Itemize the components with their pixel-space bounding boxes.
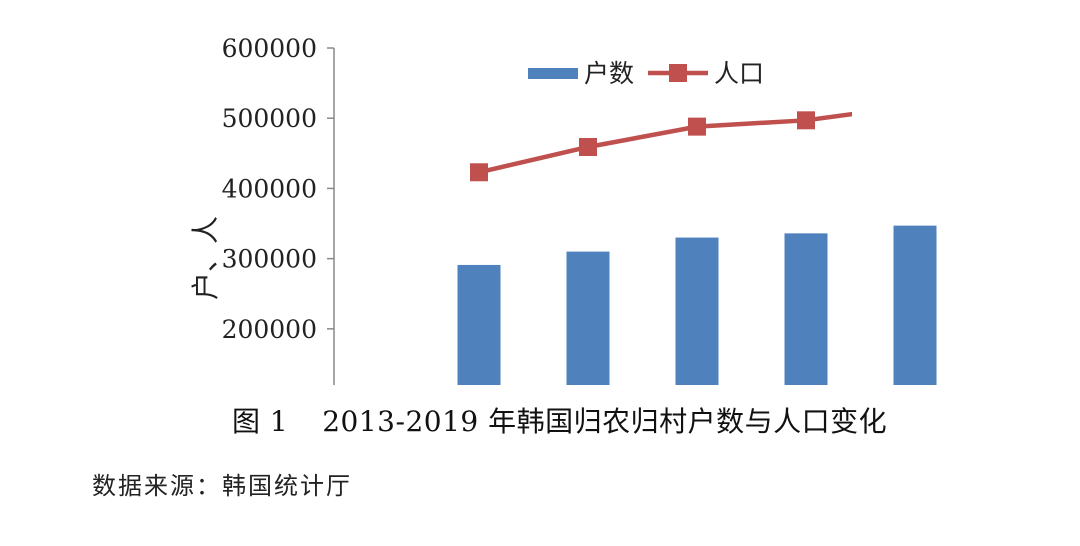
line-marker-2014 [470,163,488,182]
y-tick-label: 200000 [222,315,317,344]
bar-series [457,225,937,385]
y-axis: 200000 300000 400000 500000 600000 [222,34,335,385]
bar-2016 [675,237,719,385]
source-panel [6,456,464,508]
figure-number: 图 1 [232,405,289,438]
bar-2017 [784,233,828,385]
line-marker-2017 [797,111,815,130]
y-tick-label: 600000 [222,34,317,63]
legend-label-line: 人口 [714,59,764,88]
bar-2015 [566,251,610,385]
y-axis-label: 户、人 [189,216,222,300]
line-marker-2018 [906,97,924,115]
y-tick-label: 300000 [222,245,317,274]
y-tick-label: 500000 [222,104,317,133]
figure-title: 2013-2019 年韩国归农归村户数与人口变化 [322,405,888,438]
figure-caption: 图 1 2013-2019 年韩国归农归村户数与人口变化 [232,400,932,444]
line-marker-2016 [688,117,706,136]
legend: 户数 人口 [528,59,764,88]
y-tick-label: 400000 [222,174,317,203]
y-axis-title: 户、人 [189,216,222,300]
bar-2018 [893,225,937,385]
line-series [470,97,924,182]
legend-marker [669,64,687,82]
source-note: 数据来源：韩国统计厅 [92,472,352,500]
chart: 200000 300000 400000 500000 600000 户数 人口 户、人 [189,34,937,385]
legend-swatch-bar [528,68,578,79]
legend-label-bar: 户数 [584,59,634,88]
line-marker-2015 [579,137,597,156]
line-path [478,111,852,175]
bar-2014 [457,264,501,385]
